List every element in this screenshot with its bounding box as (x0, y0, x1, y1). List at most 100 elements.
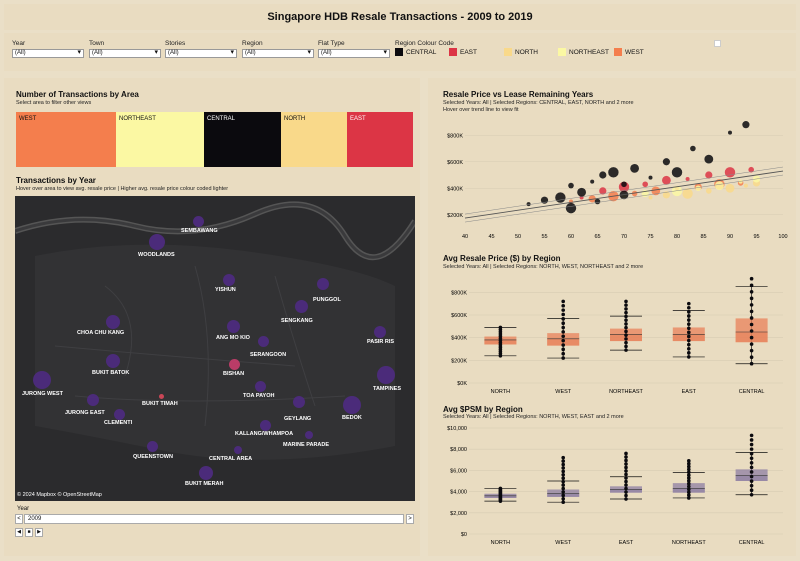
box-point (687, 490, 691, 495)
map-dot-choa-chu-kang[interactable] (106, 315, 120, 329)
map-dot-bukit-merah[interactable] (199, 466, 213, 480)
map-dot-kallang-whampoa[interactable] (260, 420, 271, 431)
town-label-kallang-whampoa: KALLANG/WHAMPOA (235, 431, 294, 437)
town-label-bishan: BISHAN (223, 371, 245, 377)
year-prev-button[interactable]: < (15, 514, 23, 524)
scatter-x-tick: 45 (488, 234, 494, 240)
scatter-point-northeast (715, 181, 724, 190)
scatter-point-north (725, 183, 735, 193)
scatter-point-east (642, 181, 648, 188)
filter-region-dropdown[interactable]: (All) (242, 49, 314, 58)
box-point (624, 455, 628, 459)
scatter-trend-line (464, 166, 784, 215)
area-box-northeast[interactable]: NORTHEAST (116, 112, 204, 167)
box-y-tick: $0 (461, 532, 467, 538)
map-dot-sembawang[interactable] (193, 216, 204, 227)
box-point (687, 473, 691, 477)
filter-town-dropdown[interactable]: (All) (89, 49, 161, 58)
box-point (749, 447, 754, 451)
map-dot-ang-mo-kio[interactable] (227, 320, 240, 333)
filter-flat-type-dropdown[interactable]: (All) (318, 49, 390, 58)
map-dot-clementi[interactable] (114, 409, 125, 420)
box-point (624, 318, 628, 322)
filter-bar: Year (All) Town (All) Stories (All) Regi… (4, 33, 796, 71)
playback-stop-icon[interactable]: ■ (25, 528, 33, 537)
town-label-jurong-west: JURONG WEST (22, 391, 63, 397)
map-dot-pasir-ris[interactable] (374, 326, 386, 338)
box-point (624, 325, 628, 330)
region-legend-item-central[interactable]: CENTRAL (395, 48, 436, 56)
box-price-chart[interactable]: $0K $200K $400K $600K $800K NORTH WEST NORTHEAS… (443, 273, 793, 399)
scatter-chart[interactable]: $200K $400K $600K $800K 40 45 50 55 60 65 70 75 80 85… (443, 116, 793, 244)
map-dot-serangoon[interactable] (258, 336, 269, 347)
filter-year-label: Year (12, 40, 26, 47)
box-point (687, 481, 691, 486)
scatter-point-east (599, 187, 607, 195)
scatter-point-west (631, 190, 638, 197)
scatter-point-central (662, 158, 670, 166)
region-legend-item-west[interactable]: WEST (614, 48, 644, 56)
map-dot-toa-payoh[interactable] (255, 381, 266, 392)
scatter-point-central (742, 121, 750, 129)
playback-play-icon[interactable]: ▶ (35, 528, 43, 537)
area-box-west[interactable]: WEST (16, 112, 116, 167)
filter-stories-label: Stories (165, 40, 186, 47)
scatter-point-north (706, 188, 712, 194)
region-legend-item-northeast[interactable]: NORTHEAST (558, 48, 609, 56)
map-dot-yishun[interactable] (223, 274, 235, 286)
box-category-label: WEST (555, 389, 572, 395)
area-box-north[interactable]: NORTH (281, 112, 347, 167)
box-point (749, 335, 754, 340)
map-dot-jurong-west[interactable] (33, 371, 51, 389)
area-box-east[interactable]: EAST (347, 112, 413, 167)
map-dot-geylang[interactable] (293, 396, 305, 408)
box-point (561, 356, 565, 360)
box-point (749, 456, 754, 461)
map-roads (54, 265, 346, 427)
box-point (624, 493, 628, 498)
scatter-title: Resale Price vs Lease Remaining Years (443, 90, 594, 99)
map-dot-marine-parade[interactable] (305, 431, 313, 439)
map-dot-sengkang[interactable] (295, 300, 308, 313)
box-point (624, 465, 628, 470)
region-legend-item-east[interactable]: EAST (449, 48, 477, 56)
box-point (687, 459, 691, 463)
scatter-y-tick: $200K (447, 213, 463, 219)
filter-town-label: Town (89, 40, 105, 47)
area-box-central[interactable]: CENTRAL (204, 112, 281, 167)
filter-stories-dropdown[interactable]: (All) (165, 49, 237, 58)
map-dot-tampines[interactable] (377, 366, 395, 384)
region-legend-item-north[interactable]: NORTH (504, 48, 538, 56)
map-dot-bukit-batok[interactable] (106, 354, 120, 368)
town-label-bukit-batok: BUKIT BATOK (92, 370, 130, 376)
filter-year-dropdown[interactable]: (All) (12, 49, 84, 58)
region-legend-label: CENTRAL (406, 48, 437, 56)
scatter-point-central (590, 179, 595, 184)
box-psm-chart[interactable]: $0 $2,000 $4,000 $6,000 $8,000 $10,000 NORTH WE… (443, 420, 793, 550)
map-dot-punggol[interactable] (317, 278, 329, 290)
map-dot-jurong-east[interactable] (87, 394, 99, 406)
box-y-tick: $600K (451, 313, 467, 319)
box-y-tick: $800K (451, 290, 467, 296)
map-dot-bukit-timah[interactable] (159, 394, 164, 399)
town-label-ang-mo-kio: ANG MO KIO (216, 335, 250, 341)
scatter-point-central (648, 175, 653, 180)
scatter-subtitle: Selected Years: All | Selected Regions: … (443, 100, 634, 106)
map-dot-bishan[interactable] (229, 359, 240, 370)
map-dot-central-area[interactable] (234, 446, 242, 454)
map-dot-bedok[interactable] (343, 396, 361, 414)
box-point (749, 276, 754, 281)
playback-back-icon[interactable]: ◀ (15, 528, 23, 537)
box-point (561, 493, 565, 498)
singapore-map[interactable]: SEMBAWANG WOODLANDS YISHUN PUNGGOL SENGK… (15, 196, 415, 501)
map-dot-queenstown[interactable] (147, 441, 158, 452)
box-point (687, 334, 691, 339)
box-point (687, 301, 691, 306)
town-label-geylang: GEYLANG (284, 416, 312, 422)
year-select[interactable]: 2009 (24, 514, 404, 524)
map-dot-woodlands[interactable] (149, 234, 165, 250)
region-legend-label: WEST (625, 48, 644, 56)
box-y-tick: $10,000 (447, 426, 467, 432)
box-point (687, 479, 691, 483)
year-next-button[interactable]: > (406, 514, 414, 524)
